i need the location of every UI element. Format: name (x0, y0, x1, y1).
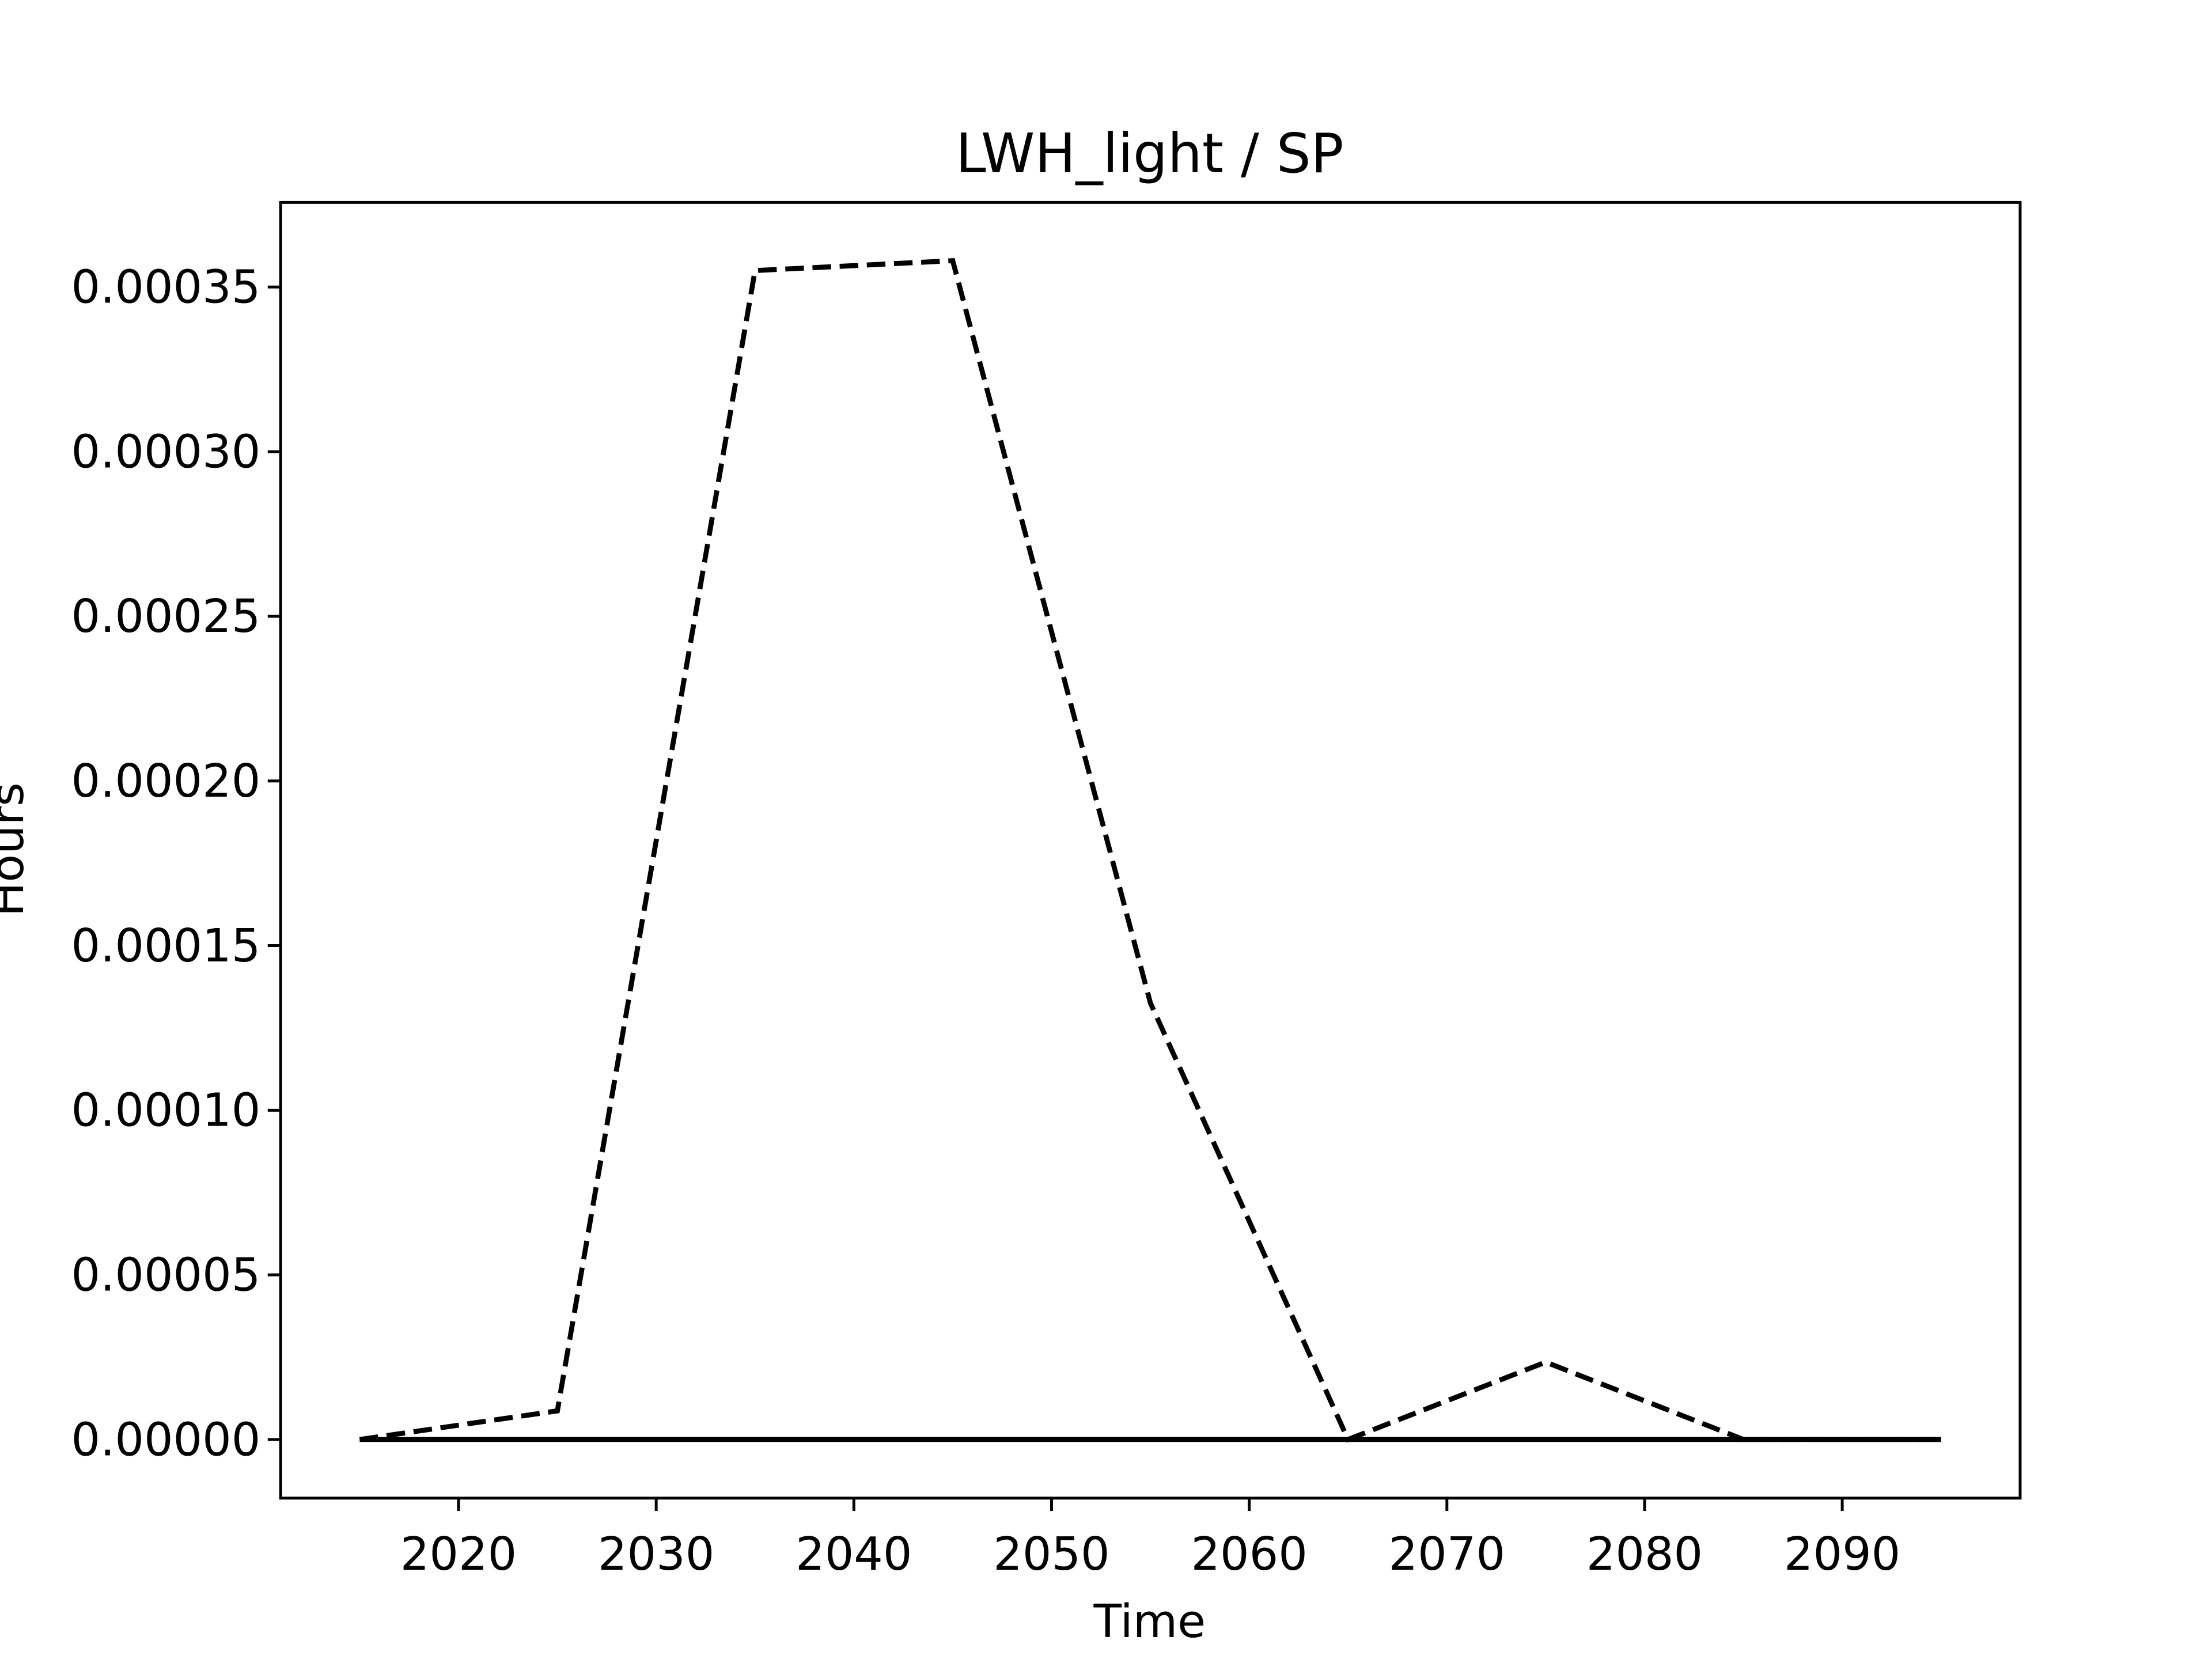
x-axis-label: Time (1093, 1594, 1206, 1648)
plot-frame (279, 200, 2022, 1500)
y-tick-label: 0.00020 (71, 754, 261, 808)
chart-title: LWH_light / SP (956, 122, 1344, 185)
x-tick-label: 2060 (1191, 1527, 1307, 1581)
y-tick-label: 0.00015 (71, 919, 261, 972)
x-tick-label: 2050 (993, 1527, 1109, 1581)
x-tick-label: 2020 (400, 1527, 517, 1581)
series-line (359, 258, 1941, 1443)
x-tick-label: 2040 (796, 1527, 912, 1581)
x-tick-label: 2070 (1389, 1527, 1505, 1581)
x-tick-label: 2030 (598, 1527, 714, 1581)
x-tick-label: 2080 (1586, 1527, 1703, 1581)
y-tick-label: 0.00030 (71, 425, 261, 478)
y-tick-label: 0.00005 (71, 1248, 261, 1301)
y-tick-label: 0.00025 (71, 589, 261, 643)
y-axis-label: Hours (0, 782, 34, 916)
y-tick-label: 0.00035 (71, 260, 261, 314)
x-tick-label: 2090 (1784, 1527, 1900, 1581)
y-tick-label: 0.00000 (71, 1412, 261, 1466)
y-tick-label: 0.00010 (71, 1084, 261, 1137)
